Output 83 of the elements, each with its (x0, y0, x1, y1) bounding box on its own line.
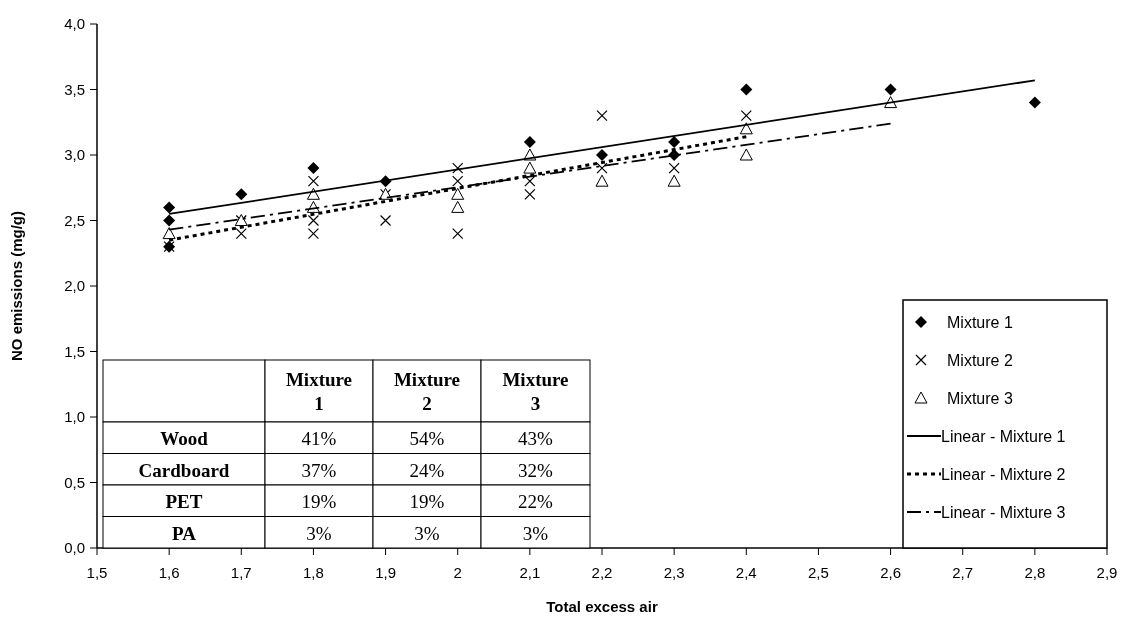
point (668, 135, 681, 148)
annotation: 19% (301, 491, 337, 512)
x-tick-label: 2,7 (952, 564, 974, 581)
y-tick-label: 0,5 (64, 473, 85, 491)
legend-label: Mixture 2 (947, 352, 1013, 369)
legend-label: Linear - Mixture 2 (941, 466, 1066, 483)
point (739, 148, 753, 161)
x-tick-label: 2,1 (519, 564, 541, 581)
annotation: 3% (522, 522, 549, 544)
annotation: PET (165, 491, 203, 512)
point (596, 162, 608, 174)
point (451, 200, 465, 213)
x-tick-label: 2,5 (808, 564, 829, 581)
point (523, 161, 537, 174)
legend-label: Mixture 1 (947, 314, 1013, 331)
legend-label: Linear - Mixture 3 (941, 504, 1066, 521)
y-tick-label: 1,5 (64, 342, 85, 360)
point (596, 149, 608, 161)
annotation: Wood (160, 428, 209, 449)
point (307, 228, 320, 240)
x-tick-label: 2 (453, 564, 462, 581)
y-tick-label: 1,0 (64, 408, 85, 425)
annotation: 3% (414, 522, 440, 544)
point (163, 214, 176, 227)
annotation: 37% (301, 459, 337, 481)
point (163, 201, 176, 214)
x-tick-label: 2,3 (663, 564, 685, 581)
annotation: Mixture 1 (285, 369, 353, 414)
annotation: Cardboard (138, 459, 230, 481)
point (307, 162, 320, 175)
x-tick-label: 1,7 (230, 564, 252, 581)
annotation: 3% (306, 522, 332, 544)
annotation: 41% (301, 428, 337, 449)
point (884, 83, 897, 96)
point (740, 110, 752, 122)
point (596, 110, 608, 122)
point (235, 228, 247, 240)
point (452, 228, 464, 240)
x-tick-label: 1,9 (375, 564, 396, 581)
annotation: Mixture 3 (502, 369, 569, 414)
point (235, 188, 248, 201)
x-tick-label: 1,5 (86, 564, 108, 581)
y-tick-label: 2,0 (64, 277, 85, 294)
annotation: 19% (409, 491, 445, 512)
point (667, 174, 681, 187)
annotation: 32% (518, 459, 554, 481)
annotation: Mixture 2 (393, 369, 461, 414)
x-tick-label: 2,8 (1024, 564, 1046, 581)
y-tick-label: 4,0 (64, 15, 85, 32)
point (523, 135, 536, 148)
point (452, 162, 464, 174)
x-tick-label: 2,2 (591, 564, 613, 581)
point (307, 214, 320, 227)
annotation: 22% (518, 491, 554, 512)
y-tick-label: 3,0 (64, 146, 85, 163)
x-tick-label: 1,8 (303, 564, 324, 581)
annotation: 54% (409, 428, 445, 449)
point (524, 175, 536, 187)
annotation: PA (172, 522, 197, 544)
point (162, 227, 176, 240)
point (595, 174, 609, 187)
legend-label: Linear - Mixture 1 (941, 428, 1066, 445)
y-tick-label: 3,5 (64, 80, 85, 98)
point (740, 83, 753, 96)
point (307, 175, 320, 187)
x-tick-label: 1,6 (158, 564, 180, 581)
point (668, 162, 680, 174)
point (452, 175, 464, 187)
annotation: 43% (518, 428, 554, 449)
y-axis-title: NO emissions (mg/g) (8, 210, 25, 362)
x-axis-title: Total excess air (546, 598, 658, 615)
point (524, 188, 536, 200)
x-tick-label: 2,4 (735, 564, 757, 581)
y-tick-label: 0,0 (64, 539, 85, 556)
x-tick-label: 2,6 (880, 564, 901, 581)
point (379, 214, 392, 227)
legend-label: Mixture 3 (947, 390, 1013, 407)
annotation: 24% (409, 459, 445, 481)
point (1028, 96, 1041, 109)
point (739, 122, 753, 135)
x-tick-label: 2,9 (1096, 564, 1118, 581)
point (451, 187, 465, 200)
y-tick-label: 2,5 (64, 211, 85, 229)
